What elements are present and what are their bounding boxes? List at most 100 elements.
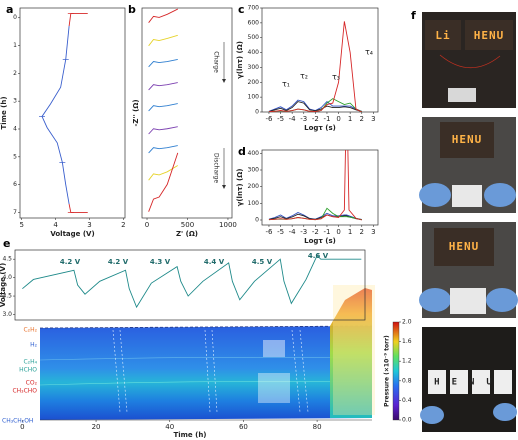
photo-3	[419, 222, 518, 318]
colorbar-tick-label: 0.8	[402, 377, 412, 384]
y-axis-label: γ(lnτ) (Ω)	[236, 41, 244, 79]
panel-label: c	[238, 3, 245, 16]
x-tick-label: 2	[360, 228, 364, 236]
annotation: τ₄	[365, 48, 373, 57]
x-axis-label: Z' (Ω)	[176, 230, 198, 238]
plot-frame	[19, 7, 126, 219]
y-tick-label: 0	[13, 14, 17, 21]
series-line	[22, 254, 362, 309]
led-sign: Li	[435, 29, 450, 42]
y-axis-label: Voltage (V)	[0, 263, 7, 307]
y-tick-label: 7	[13, 209, 17, 216]
x-tick-label: -6	[265, 228, 273, 236]
x-tick-label: 5	[19, 221, 23, 229]
x-tick-label: 40	[165, 423, 174, 431]
y-tick-label: 500	[248, 34, 260, 41]
row-label: HCHO	[19, 367, 37, 374]
series-line	[268, 101, 362, 112]
annotation: Discharge	[213, 153, 220, 183]
series-line	[148, 59, 178, 68]
x-tick-label: -1	[323, 115, 330, 123]
y-tick-label: 100	[248, 94, 260, 101]
x-axis-label: Time (h)	[173, 431, 206, 439]
series-line	[148, 82, 178, 91]
annotation: 4.2 V	[108, 258, 129, 266]
plot-frame	[261, 149, 379, 226]
x-tick-label: 500	[181, 221, 194, 229]
series-line	[268, 211, 362, 220]
x-tick-label: 60	[239, 423, 248, 431]
series-line	[148, 126, 178, 135]
colorbar-tick-label: 0.4	[402, 397, 412, 404]
x-tick-label: 0	[20, 423, 24, 431]
series-line	[268, 21, 362, 112]
colorbar-label: Pressure (×10⁻⁹ torr)	[384, 335, 391, 407]
series-line	[148, 103, 178, 112]
x-tick-label: -2	[312, 115, 319, 123]
series-line	[148, 145, 178, 154]
y-tick-label: 200	[248, 183, 260, 190]
annotation: 4.6 V	[308, 252, 329, 260]
x-tick-label: 80	[313, 423, 322, 431]
row-label: C₂H₄	[23, 359, 37, 366]
annotation: 4.5 V	[252, 258, 273, 266]
annotation: Charge	[213, 51, 220, 73]
series-line	[148, 8, 178, 23]
x-axis-label: Logτ (s)	[304, 124, 336, 132]
led-sign: HENU	[449, 240, 480, 253]
panel-label: f	[411, 9, 416, 22]
series-line	[268, 150, 362, 221]
y-tick-label: 4.0	[2, 274, 12, 281]
panel-label: d	[238, 145, 246, 158]
x-tick-label: -3	[300, 228, 307, 236]
y-tick-label: 200	[248, 79, 260, 86]
colorbar-tick-label: 2.0	[402, 319, 412, 326]
x-tick-label: -4	[289, 228, 297, 236]
led-sign: HENU	[474, 29, 505, 42]
series-line	[268, 207, 362, 221]
x-tick-label: -5	[277, 228, 284, 236]
plot-frame	[261, 7, 379, 113]
x-tick-label: 20	[92, 423, 101, 431]
y-tick-label: 3.0	[2, 311, 12, 318]
y-tick-label: 300	[248, 167, 260, 174]
plot-frame	[14, 249, 366, 321]
x-tick-label: -2	[312, 228, 319, 236]
series-line	[148, 165, 179, 181]
row-label: CH₃CH₂OH	[2, 418, 33, 425]
arrow-head	[222, 79, 226, 83]
y-tick-label: 0	[255, 109, 259, 116]
y-tick-label: 400	[248, 150, 260, 157]
x-tick-label: 3	[371, 115, 375, 123]
series-line	[148, 152, 179, 212]
x-tick-label: 4	[53, 221, 58, 229]
y-tick-label: 100	[248, 200, 260, 207]
y-tick-label: 5	[13, 153, 17, 160]
x-tick-label: -4	[289, 115, 297, 123]
y-tick-label: 4.5	[2, 256, 12, 263]
colorbar	[392, 321, 400, 421]
colorbar-tick-label: 1.2	[402, 358, 412, 365]
x-tick-label: 3	[87, 221, 91, 229]
x-axis-label: Logτ (s)	[304, 237, 336, 245]
annotation: 4.4 V	[204, 258, 225, 266]
annotation: τ₁	[282, 80, 290, 89]
series-line	[268, 98, 362, 112]
x-tick-label: 1	[348, 228, 352, 236]
plot-frame	[141, 7, 233, 219]
annotation: 4.2 V	[60, 258, 81, 266]
colorbar-tick-label: 0.0	[402, 417, 412, 424]
photo-1	[422, 12, 516, 108]
heatmap-surface	[39, 285, 375, 420]
y-tick-label: 3.5	[2, 293, 12, 300]
y-tick-label: 3	[13, 98, 17, 105]
panel-label: a	[6, 3, 13, 16]
x-tick-label: 3	[371, 228, 375, 236]
x-tick-label: -3	[300, 115, 307, 123]
panel-label: b	[128, 3, 136, 16]
x-tick-label: 0	[336, 115, 340, 123]
y-tick-label: 700	[248, 5, 260, 12]
row-label: CO₂	[26, 380, 38, 387]
x-tick-label: 1	[348, 115, 352, 123]
x-tick-label: -5	[277, 115, 284, 123]
